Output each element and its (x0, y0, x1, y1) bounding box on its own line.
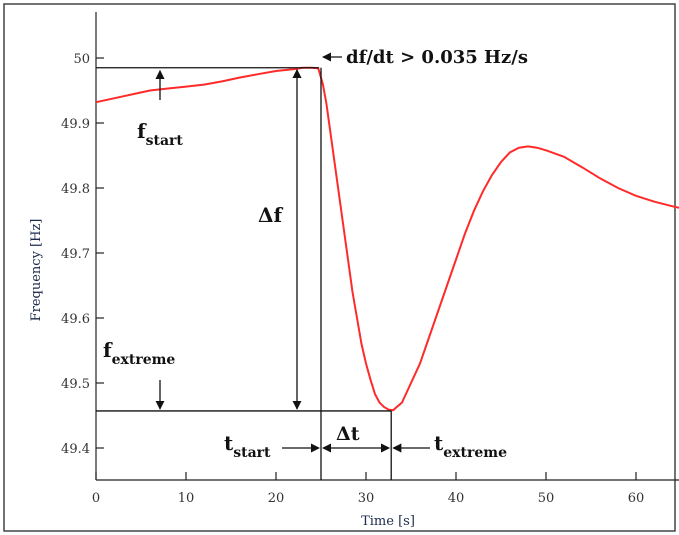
f-extreme-label: fextreme (103, 338, 175, 368)
x-ticks: 0 10 20 30 40 50 60 (92, 472, 644, 506)
frequency-series-line (95, 66, 679, 412)
x-tick-label: 20 (268, 491, 285, 506)
delta-t-label: Δt (336, 423, 360, 445)
y-tick-label: 49.8 (61, 182, 90, 197)
rate-label: df/dt > 0.035 Hz/s (346, 47, 528, 68)
y-tick-label: 50 (73, 52, 90, 67)
x-tick-label: 50 (538, 491, 555, 506)
x-tick-label: 0 (92, 491, 100, 506)
y-axis-label: Frequency [Hz] (29, 219, 44, 322)
y-tick-label: 49.4 (61, 442, 90, 457)
x-tick-label: 60 (628, 491, 645, 506)
image-frame (3, 3, 676, 532)
x-tick-label: 40 (448, 491, 465, 506)
f-start-label: fstart (137, 119, 183, 149)
t-extreme-label: textreme (434, 431, 507, 461)
t-start-label: tstart (224, 431, 271, 461)
x-tick-label: 10 (178, 491, 195, 506)
y-tick-label: 49.6 (61, 312, 90, 327)
delta-f-label: Δf (258, 203, 284, 227)
y-tick-label: 49.5 (61, 377, 90, 392)
x-tick-label: 30 (358, 491, 375, 506)
y-tick-label: 49.9 (61, 117, 90, 132)
x-axis-label: Time [s] (361, 514, 415, 529)
y-tick-label: 49.7 (61, 247, 90, 262)
annotations: df/dt > 0.035 Hz/s fstart fextreme Δf ts… (96, 47, 528, 480)
y-ticks: 49.4 49.5 49.6 49.7 49.8 49.9 50 (61, 52, 104, 457)
